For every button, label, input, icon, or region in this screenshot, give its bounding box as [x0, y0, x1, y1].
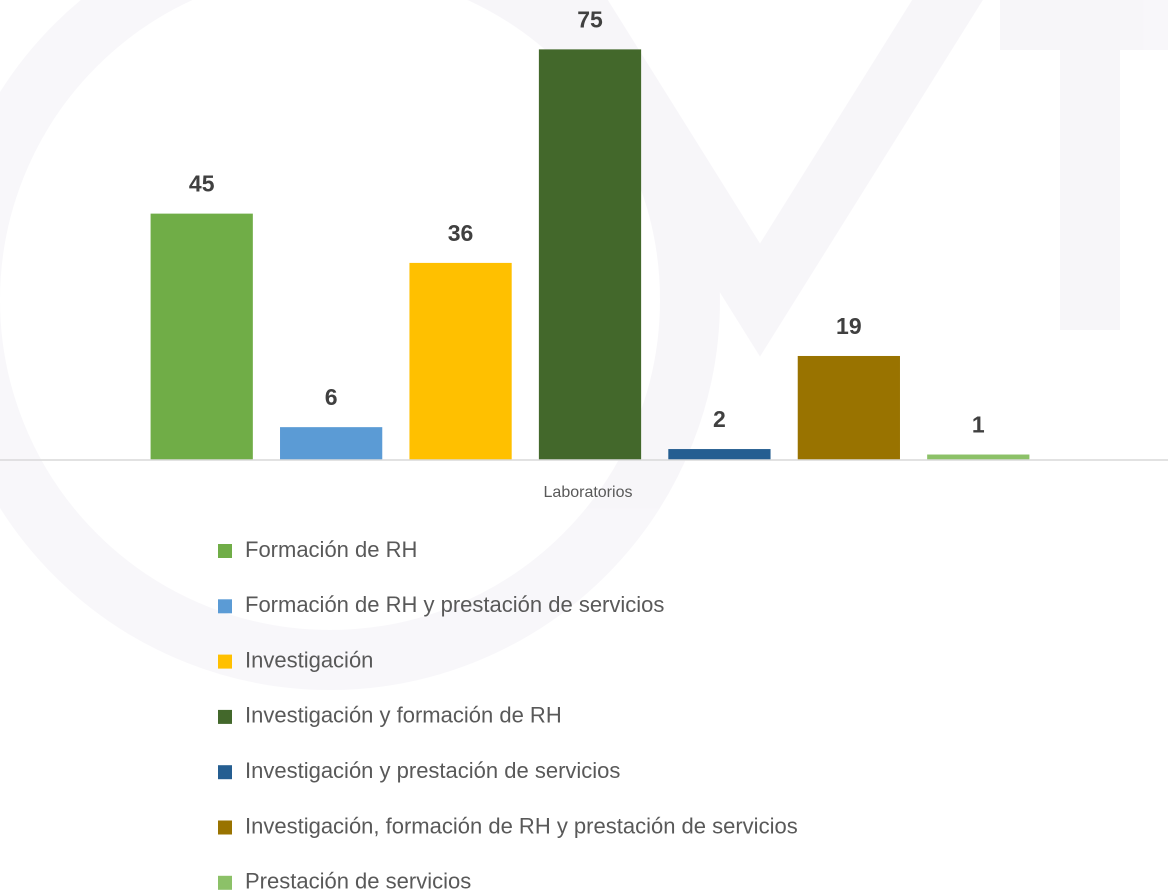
data-label: 75	[577, 6, 603, 32]
bar	[797, 355, 900, 460]
bar	[409, 262, 512, 460]
legend-swatch	[218, 654, 232, 669]
data-label: 36	[448, 220, 474, 246]
legend-label: Investigación	[245, 647, 373, 672]
bar	[150, 213, 253, 460]
x-tick-label: Laboratorios	[544, 484, 633, 501]
bar	[538, 49, 642, 460]
legend-swatch	[218, 820, 232, 835]
legend-swatch	[218, 765, 232, 780]
legend-label: Investigación, formación de RH y prestac…	[245, 813, 798, 838]
legend-label: Investigación y formación de RH	[245, 703, 562, 728]
bar	[668, 449, 771, 460]
legend-label: Formación de RH y prestación de servicio…	[245, 592, 664, 617]
data-label: 6	[325, 384, 338, 410]
bar	[927, 454, 1030, 460]
legend-label: Formación de RH	[245, 537, 417, 562]
legend-swatch	[218, 599, 232, 614]
data-label: 2	[713, 406, 726, 432]
legend-label: Investigación y prestación de servicios	[245, 758, 620, 783]
legend-label: Prestación de servicios	[245, 869, 471, 890]
legend-swatch	[218, 544, 232, 558]
data-label: 45	[189, 171, 215, 197]
legend-swatch	[218, 875, 232, 890]
data-label: 19	[836, 313, 862, 339]
bar	[280, 427, 383, 460]
data-label: 1	[972, 412, 985, 438]
legend-swatch	[218, 709, 232, 724]
